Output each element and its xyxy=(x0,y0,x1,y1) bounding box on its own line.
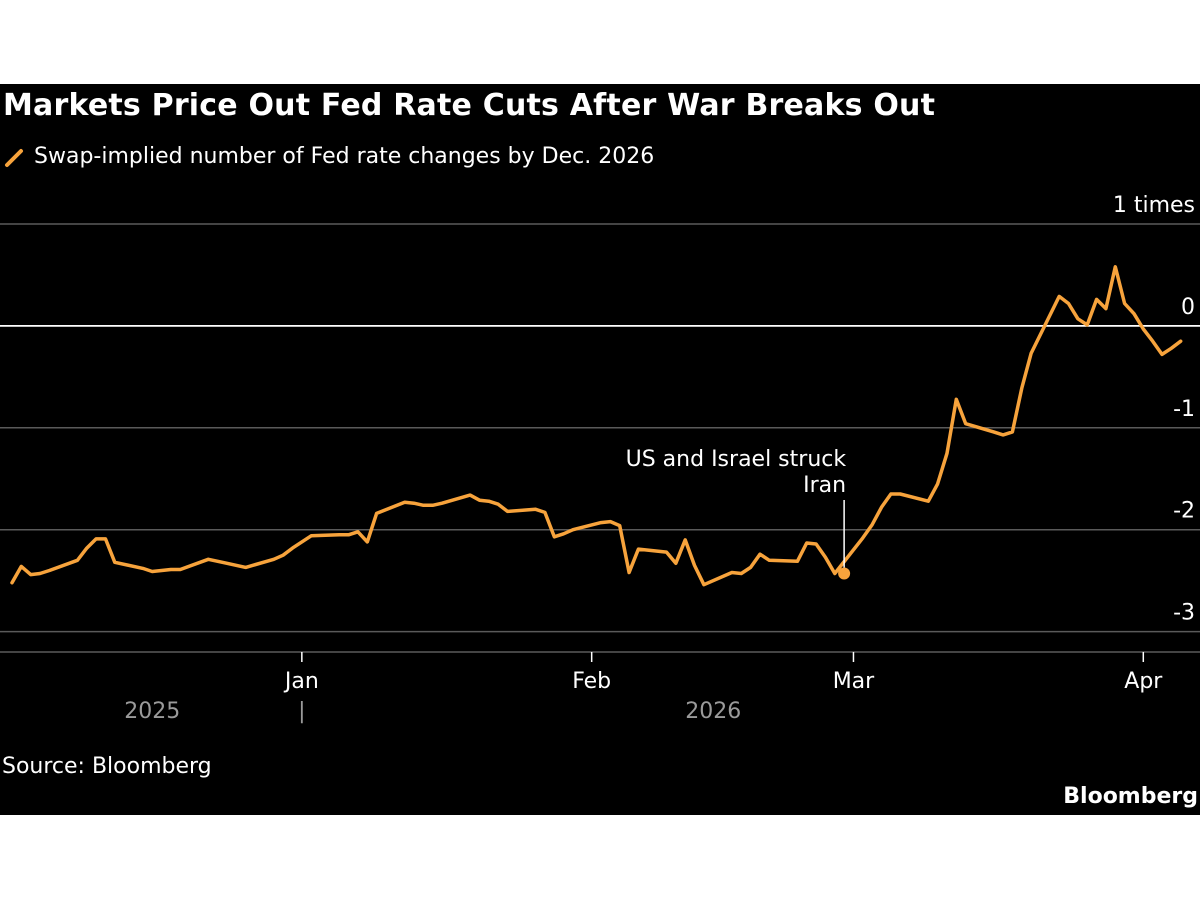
y-axis-labels: 1 times 0 -1 -2 -3 xyxy=(1113,193,1195,626)
chart-panel: Markets Price Out Fed Rate Cuts After Wa… xyxy=(0,84,1200,815)
x-tick-label-0: Jan xyxy=(283,669,319,694)
brand-logo: Bloomberg xyxy=(1063,784,1198,809)
y-tick-label-3: -2 xyxy=(1173,499,1195,524)
series-group xyxy=(10,265,1183,587)
x-tick-label-3: Apr xyxy=(1124,669,1163,694)
year-separator: | xyxy=(298,699,305,724)
legend-label: Swap-implied number of Fed rate changes … xyxy=(34,144,655,169)
y-tick-label-4: -3 xyxy=(1173,601,1195,626)
source-note: Source: Bloomberg xyxy=(2,754,212,779)
y-tick-label-1: 0 xyxy=(1181,295,1195,320)
chart-title: Markets Price Out Fed Rate Cuts After Wa… xyxy=(3,88,936,123)
y-tick-label-2: -1 xyxy=(1173,397,1195,422)
legend: Swap-implied number of Fed rate changes … xyxy=(4,144,654,169)
grid-lines xyxy=(0,223,1200,633)
annotation-marker xyxy=(838,567,851,580)
x-tick-label-1: Feb xyxy=(572,669,611,694)
legend-swatch-line xyxy=(5,148,23,167)
year-label-0: 2025 xyxy=(124,699,180,724)
y-tick-label-0: 1 times xyxy=(1113,193,1195,218)
year-label-1: 2026 xyxy=(685,699,741,724)
line-chart: 1 times 0 -1 -2 -3 Jan Feb Mar Apr 2025 2026 | US … xyxy=(0,193,1200,724)
series-line xyxy=(10,265,1183,587)
annotation-text-1: Iran xyxy=(803,473,846,498)
x-tick-label-2: Mar xyxy=(833,669,875,694)
x-axis: Jan Feb Mar Apr 2025 2026 | xyxy=(0,651,1200,724)
annotation-text-0: US and Israel struck xyxy=(626,447,847,472)
legend-swatch-icon xyxy=(5,148,23,167)
